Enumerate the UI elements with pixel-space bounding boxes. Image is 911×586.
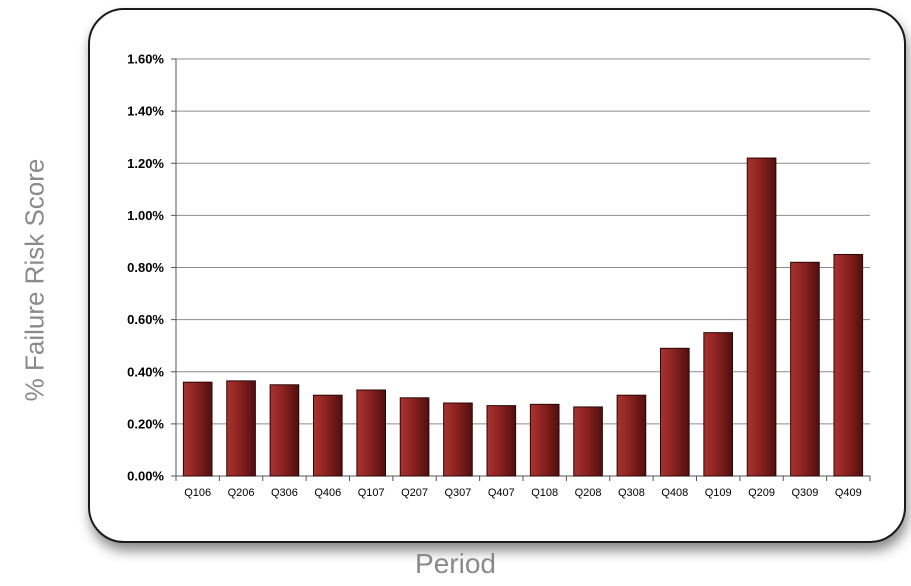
bar-q107 [356,389,387,477]
x-tick-label: Q307 [444,487,471,499]
x-tick-label: Q209 [748,487,775,499]
bar-q109 [703,332,734,477]
bar-q309 [790,261,820,477]
x-tick-label: Q107 [358,487,385,499]
bar-q108 [529,403,560,477]
x-tick-label: Q408 [661,487,688,499]
x-tick-label: Q308 [618,487,645,499]
x-tick-label: Q306 [271,487,298,499]
bars [182,157,864,477]
y-tick-label: 0.80% [127,260,164,275]
y-tick-label: 0.00% [127,469,164,484]
x-axis-label: Period [415,548,496,579]
bar-q406 [312,394,343,477]
y-tick-label: 1.40% [127,104,164,119]
y-tick-labels: 0.00% 0.20% 0.40% 0.60% 0.80% 1.00% 1.20% 1.40%… [127,52,164,484]
bar-q209 [746,157,777,477]
y-tick-label: 1.20% [127,156,164,171]
x-tick-label: Q407 [488,487,515,499]
bar-q307 [443,402,473,477]
y-tick-label: 0.40% [127,364,164,379]
x-tick-label: Q309 [791,487,818,499]
bar-q306 [269,384,300,477]
bar-q106 [182,381,213,477]
bar-q208 [573,406,603,477]
bar-q207 [399,397,430,477]
y-tick-label: 1.00% [127,208,164,223]
x-tick-labels: Q106 Q206 Q306 Q406 Q107 Q207 Q307 Q407 Q108 Q208… [184,487,862,499]
y-tick-label: 0.20% [127,416,164,431]
bar-q206 [226,380,256,477]
x-tick-label: Q109 [705,487,732,499]
x-tick-label: Q409 [835,487,862,499]
bar-q408 [659,347,690,477]
y-tick-label: 1.60% [127,52,164,67]
x-tick-label: Q206 [228,487,255,499]
x-tick-label: Q106 [184,487,211,499]
x-tick-label: Q207 [401,487,428,499]
bar-q407 [486,405,517,477]
x-tick-label: Q108 [531,487,558,499]
x-tick-label: Q406 [314,487,341,499]
y-tick-label: 0.60% [127,312,164,327]
bar-q409 [833,253,864,477]
x-tick-label: Q208 [575,487,602,499]
bar-q308 [616,394,647,477]
